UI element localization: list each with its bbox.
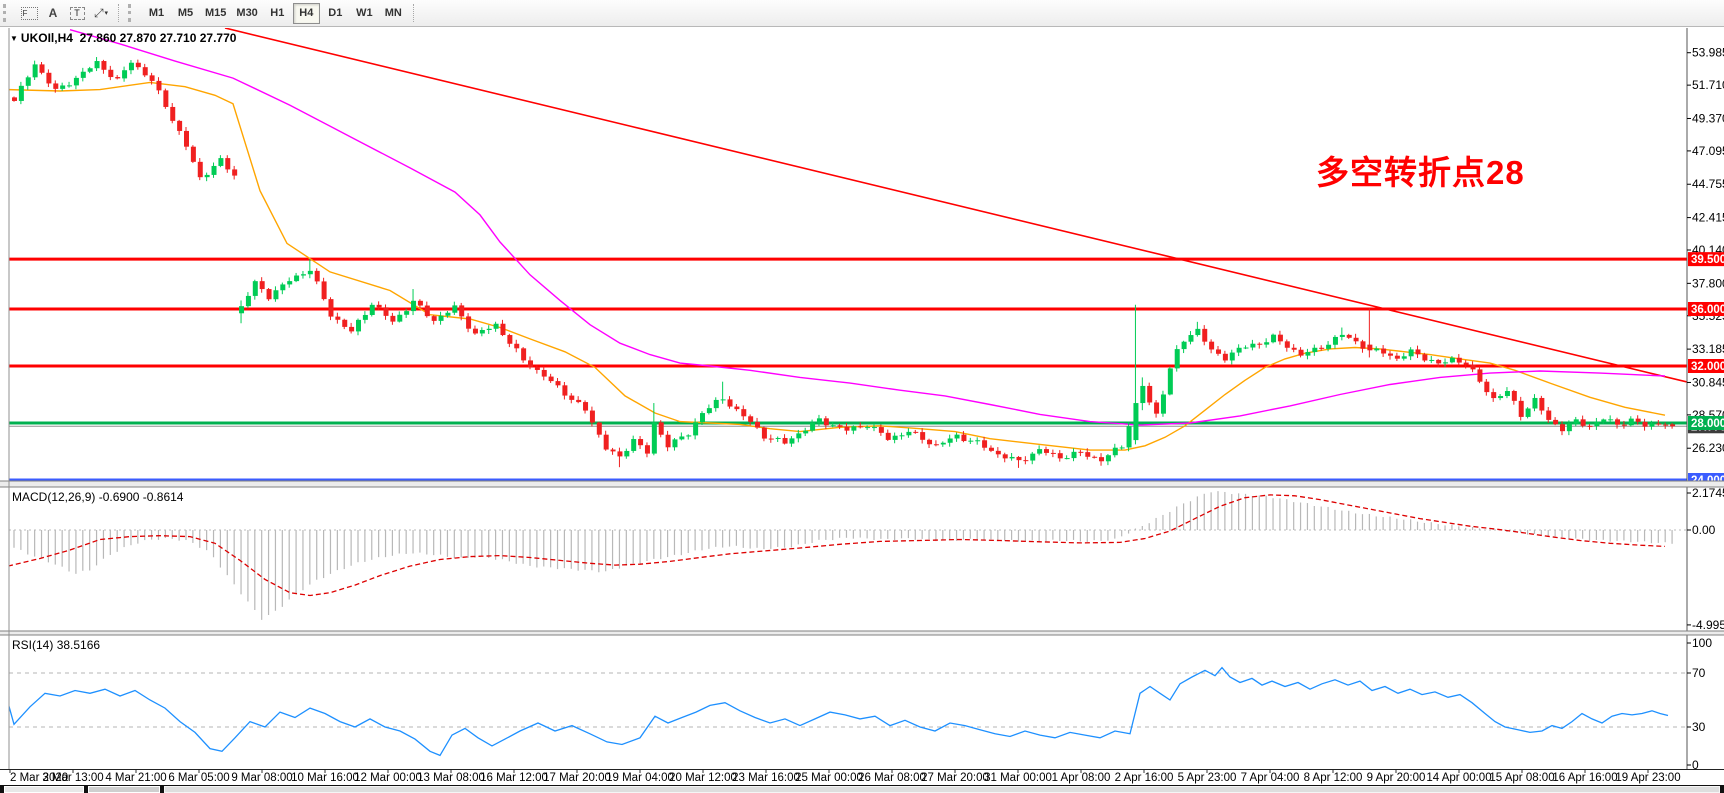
time-label: 1 Apr 08:00 xyxy=(1052,772,1111,784)
price-tick: 33.185 xyxy=(1692,342,1724,356)
toolbar-grip[interactable] xyxy=(3,4,12,22)
time-label: 12 Mar 00:00 xyxy=(354,772,422,784)
svg-text:32.000: 32.000 xyxy=(1691,361,1724,373)
timeframe-toolbar-grip[interactable] xyxy=(128,4,137,22)
time-label: 4 Mar 21:00 xyxy=(105,772,166,784)
price-box-32.000 xyxy=(1688,359,1724,373)
chart-window-icon[interactable]: F xyxy=(17,3,41,24)
toolbar-separator-2 xyxy=(412,4,415,22)
time-label: 3 Mar 13:00 xyxy=(42,772,103,784)
macd-histogram xyxy=(13,491,1673,620)
price-box-39.500 xyxy=(1688,252,1724,267)
price-box-28.000 xyxy=(1688,416,1724,430)
macd-panel xyxy=(9,491,1687,620)
time-label: 23 Mar 16:00 xyxy=(732,772,800,784)
svg-text:28.000: 28.000 xyxy=(1691,418,1724,430)
taskbar-strip xyxy=(164,786,1720,793)
rsi-scale-tick: 70 xyxy=(1692,666,1706,680)
toolbar-separator xyxy=(118,4,120,22)
timeframe-button-mn[interactable]: MN xyxy=(380,3,407,24)
time-label: 15 Apr 08:00 xyxy=(1489,772,1554,784)
crosshair-arrows-icon[interactable]: ⤢ ▾ xyxy=(89,3,113,24)
timeframe-button-m15[interactable]: M15 xyxy=(201,3,230,24)
time-label: 2 Mar 2020 xyxy=(10,772,68,784)
timeframe-button-m1[interactable]: M1 xyxy=(143,3,170,24)
time-label: 31 Mar 00:00 xyxy=(984,772,1052,784)
time-label: 9 Apr 20:00 xyxy=(1367,772,1426,784)
fast-ma-line xyxy=(9,81,1666,451)
time-label: 6 Mar 05:00 xyxy=(168,772,229,784)
time-label: 27 Mar 20:00 xyxy=(921,772,989,784)
time-label: 20 Mar 12:00 xyxy=(669,772,737,784)
time-label: 2 Apr 16:00 xyxy=(1115,772,1174,784)
time-label: 10 Mar 16:00 xyxy=(291,772,359,784)
svg-text:39.500: 39.500 xyxy=(1691,254,1724,266)
text-label-icon[interactable]: T xyxy=(65,3,89,24)
macd-scale-tick: -4.9955 xyxy=(1692,618,1724,632)
time-label: 16 Apr 16:00 xyxy=(1552,772,1617,784)
price-tick: 49.370 xyxy=(1692,111,1724,125)
descending-trendline[interactable] xyxy=(224,28,1687,383)
rsi-scale-tick: 30 xyxy=(1692,720,1706,734)
rsi-scale-tick: 100 xyxy=(1692,636,1712,650)
chart-canvas[interactable]: 53.98551.71049.37047.09544.75542.41540.1… xyxy=(0,27,1724,785)
rsi-line xyxy=(9,666,1669,757)
time-label: 25 Mar 00:00 xyxy=(795,772,863,784)
toolbar: F A T ⤢ ▾ M1 M5 M15 M30 H1 H4 D1 W1 MN xyxy=(0,0,1724,27)
chart-background xyxy=(0,27,1724,785)
time-label: 19 Apr 23:00 xyxy=(1615,772,1680,784)
svg-text:36.000: 36.000 xyxy=(1691,304,1724,316)
time-label: 5 Apr 23:00 xyxy=(1178,772,1237,784)
timeframe-button-h1[interactable]: H1 xyxy=(264,3,291,24)
candlesticks xyxy=(12,57,1676,468)
timeframe-button-w1[interactable]: W1 xyxy=(351,3,378,24)
macd-scale-tick: 0.00 xyxy=(1692,523,1716,537)
price-scale[interactable] xyxy=(1688,27,1724,785)
bottom-status-strip xyxy=(0,785,1724,793)
slow-ma-line xyxy=(69,29,1666,426)
timeframe-button-h4[interactable]: H4 xyxy=(292,2,320,24)
timeframe-button-d1[interactable]: D1 xyxy=(322,3,349,24)
price-tick: 47.095 xyxy=(1692,144,1724,158)
time-label: 7 Apr 04:00 xyxy=(1241,772,1300,784)
time-label: 19 Mar 04:00 xyxy=(606,772,674,784)
price-tick: 26.230 xyxy=(1692,441,1724,455)
main-price-panel xyxy=(9,28,1687,481)
font-icon[interactable]: A xyxy=(41,3,65,24)
price-tick: 42.415 xyxy=(1692,211,1724,225)
macd-scale-tick: 2.1745 xyxy=(1692,486,1724,500)
time-label: 8 Apr 12:00 xyxy=(1304,772,1363,784)
taskbar-button-2[interactable] xyxy=(88,786,160,793)
price-tick: 51.710 xyxy=(1692,78,1724,92)
rsi-panel xyxy=(9,666,1687,757)
timeframe-button-m5[interactable]: M5 xyxy=(172,3,199,24)
price-tick: 53.985 xyxy=(1692,46,1724,60)
timeframe-buttons: M1 M5 M15 M30 H1 H4 D1 W1 MN xyxy=(142,2,408,24)
price-tick: 30.845 xyxy=(1692,375,1724,389)
price-tick: 44.755 xyxy=(1692,177,1724,191)
time-label: 17 Mar 20:00 xyxy=(543,772,611,784)
time-label: 14 Apr 00:00 xyxy=(1426,772,1491,784)
price-tick: 37.800 xyxy=(1692,276,1724,290)
time-label: 13 Mar 08:00 xyxy=(417,772,485,784)
taskbar-button-1[interactable] xyxy=(4,786,84,793)
time-label: 16 Mar 12:00 xyxy=(480,772,548,784)
rsi-scale-tick: 0 xyxy=(1692,758,1699,772)
time-label: 9 Mar 08:00 xyxy=(231,772,292,784)
timeframe-button-m30[interactable]: M30 xyxy=(232,3,261,24)
time-label: 26 Mar 08:00 xyxy=(858,772,926,784)
price-box-36.000 xyxy=(1688,302,1724,316)
price-scale-labels: 53.98551.71049.37047.09544.75542.41540.1… xyxy=(1687,46,1724,772)
